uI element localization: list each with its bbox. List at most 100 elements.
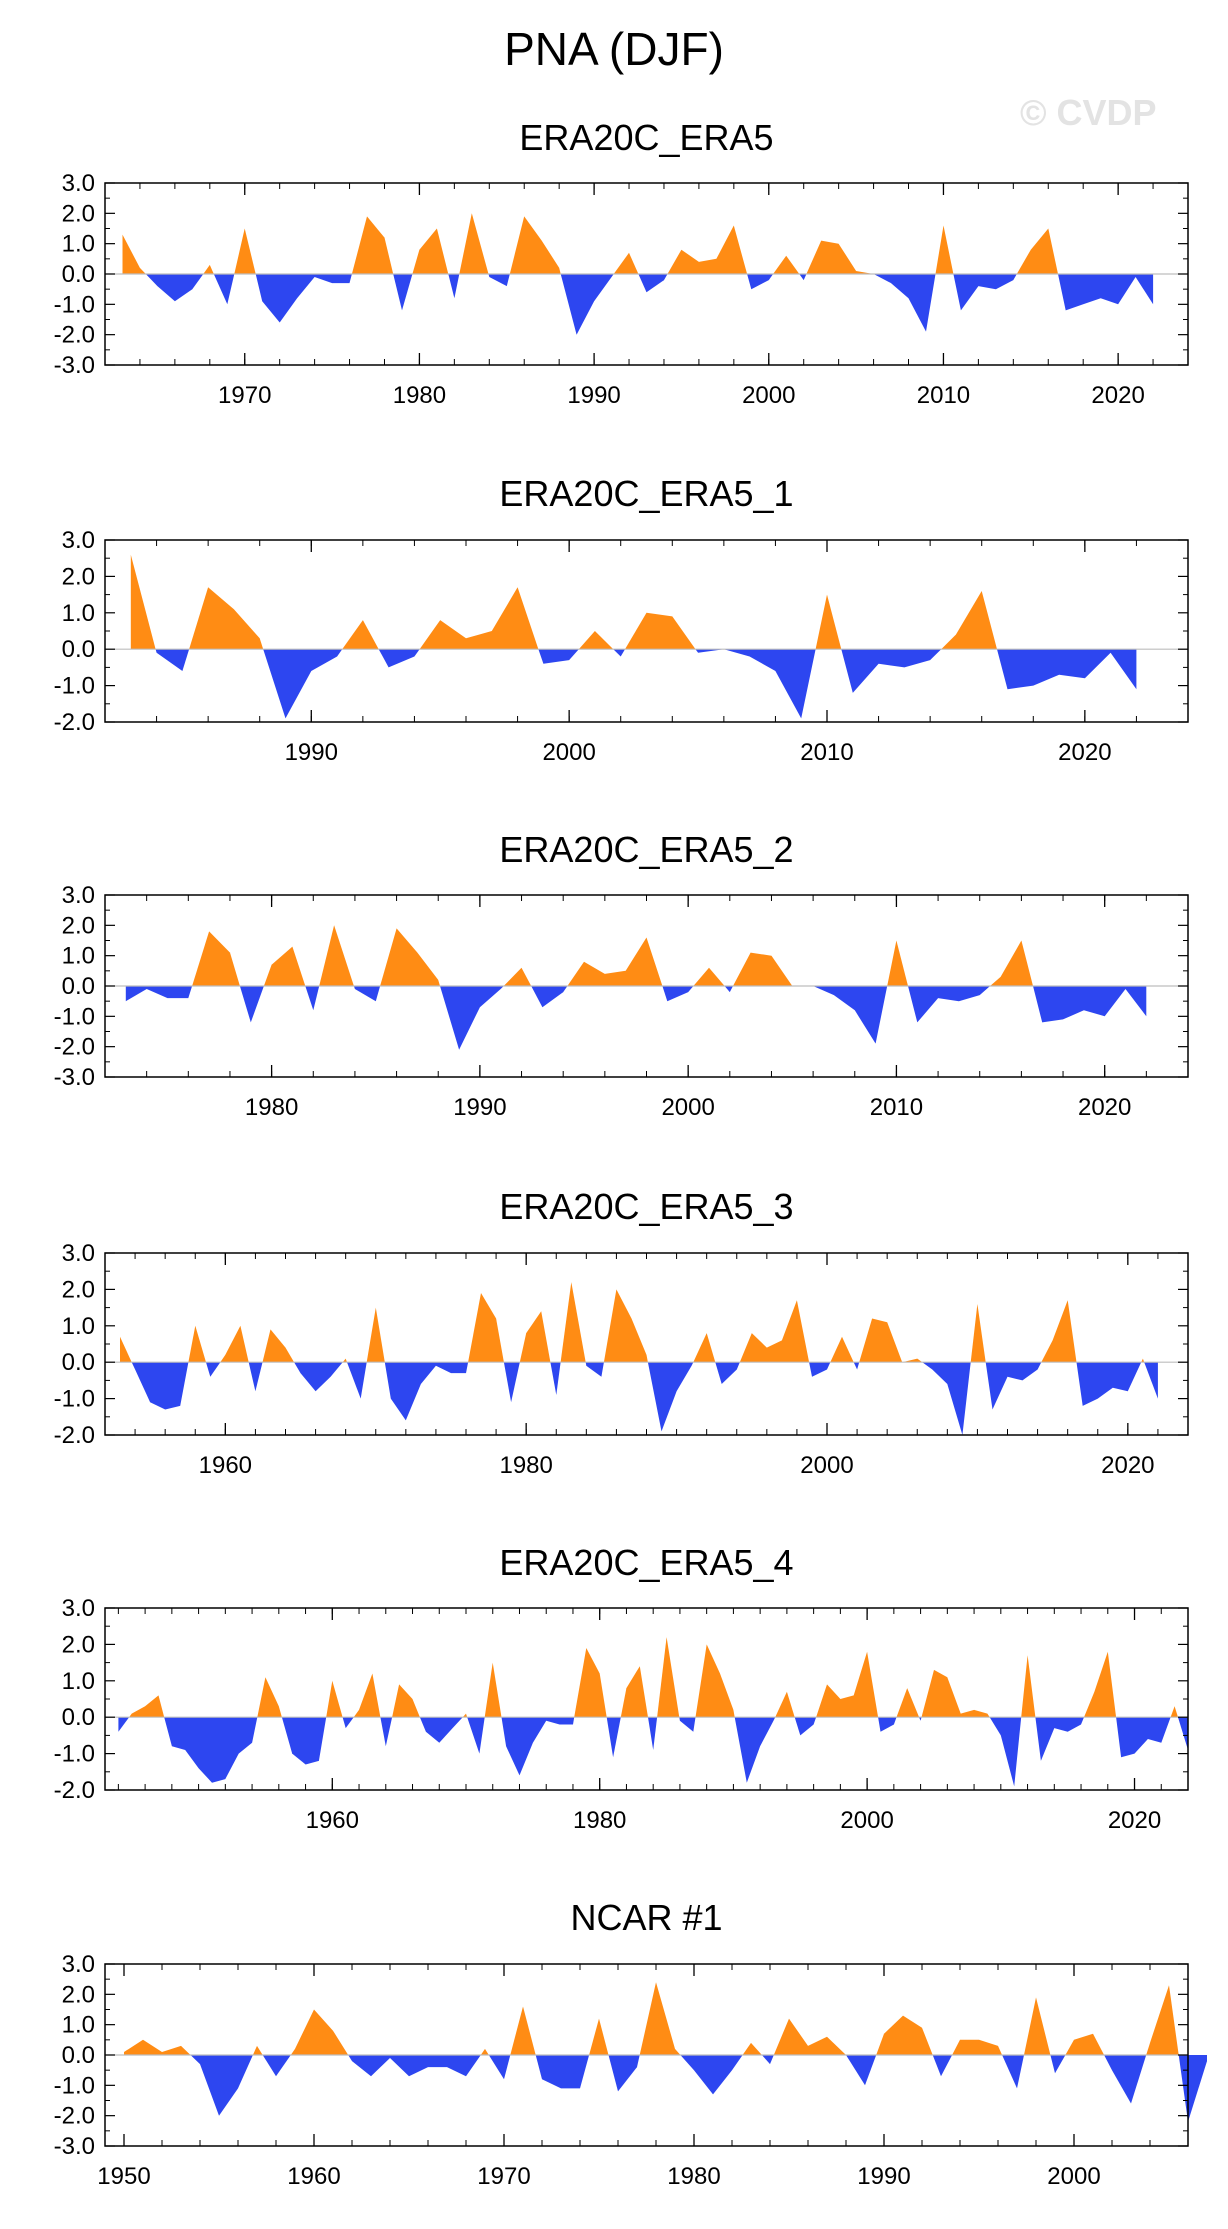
- negative-area: [393, 274, 413, 311]
- x-tick-label: 1980: [245, 1094, 298, 1121]
- negative-area: [1178, 1717, 1188, 1750]
- negative-area: [294, 1362, 343, 1392]
- y-tick-label: 1.0: [62, 231, 95, 258]
- negative-area: [853, 1362, 860, 1370]
- positive-area: [667, 225, 748, 274]
- x-tick-label: 1980: [573, 1807, 626, 1834]
- x-tick-label: 2000: [840, 1807, 893, 1834]
- positive-area: [1065, 2033, 1105, 2055]
- negative-area: [647, 1362, 694, 1432]
- negative-area: [560, 274, 614, 335]
- positive-area: [970, 1304, 986, 1363]
- negative-area: [1033, 986, 1147, 1023]
- y-tick-label: 3.0: [62, 1595, 95, 1622]
- chart-panel-4: ERA20C_ERA5_3 3.0 2.0 1.0 0.0 -1.0 -2.0 1960 198…: [54, 1186, 1189, 1479]
- negative-area: [164, 1717, 258, 1783]
- negative-area: [213, 274, 235, 305]
- negative-area: [648, 1717, 658, 1750]
- negative-area: [680, 2055, 743, 2095]
- positive-area: [392, 1684, 420, 1718]
- negative-area: [585, 1362, 604, 1377]
- x-tick-label: 2000: [742, 382, 795, 409]
- negative-area: [922, 1362, 971, 1435]
- negative-area: [841, 649, 942, 693]
- negative-area: [723, 649, 816, 719]
- positive-area: [693, 1333, 716, 1363]
- positive-area: [773, 2018, 846, 2055]
- y-tick-label: 3.0: [62, 1240, 95, 1267]
- y-tick-label: 0.0: [62, 973, 95, 1000]
- positive-area: [773, 255, 800, 274]
- y-tick-label: 0.0: [62, 1349, 95, 1376]
- y-tick-label: 2.0: [62, 1981, 95, 2008]
- panel-title: ERA20C_ERA5_4: [499, 1542, 793, 1583]
- y-tick-label: 1.0: [62, 2012, 95, 2039]
- positive-area: [876, 2015, 933, 2055]
- x-tick-label: 2020: [1101, 1452, 1154, 1479]
- positive-area: [733, 952, 814, 986]
- negative-area: [190, 2055, 253, 2116]
- positive-area: [503, 967, 532, 986]
- positive-area: [567, 937, 663, 986]
- positive-area: [220, 1325, 249, 1363]
- positive-area: [1041, 1300, 1077, 1363]
- negative-area: [419, 1717, 463, 1743]
- positive-area: [510, 2006, 536, 2055]
- negative-area: [873, 274, 936, 332]
- positive-area: [693, 967, 725, 986]
- y-tick-label: 0.0: [62, 261, 95, 288]
- negative-area: [953, 274, 1017, 311]
- y-tick-label: -2.0: [54, 2103, 95, 2130]
- x-tick-label: 2010: [870, 1094, 923, 1121]
- negative-area: [118, 1717, 130, 1732]
- y-tick-label: 1.0: [62, 600, 95, 627]
- positive-area: [739, 1300, 810, 1363]
- negative-area: [255, 274, 352, 323]
- negative-area: [932, 2055, 953, 2077]
- negative-area: [378, 649, 420, 668]
- panel-title: ERA20C_ERA5_3: [499, 1186, 793, 1227]
- positive-area: [509, 216, 561, 274]
- negative-area: [638, 274, 668, 293]
- panel-title: ERA20C_ERA5_1: [499, 473, 793, 514]
- negative-area: [467, 1717, 485, 1754]
- y-tick-label: -2.0: [54, 1777, 95, 1804]
- x-tick-label: 2000: [800, 1452, 853, 1479]
- negative-area: [263, 649, 343, 719]
- negative-area: [305, 986, 320, 1011]
- positive-area: [188, 1325, 206, 1363]
- chart-panel-2: ERA20C_ERA5_1 3.0 2.0 1.0 0.0 -1.0 -2.0 1990 200…: [54, 473, 1189, 766]
- negative-area: [878, 1717, 897, 1732]
- y-tick-label: 2.0: [62, 1276, 95, 1303]
- negative-area: [501, 1717, 575, 1776]
- x-tick-label: 1980: [499, 1452, 552, 1479]
- positive-area: [816, 1651, 879, 1718]
- y-tick-label: -1.0: [54, 1386, 95, 1413]
- cvdp-watermark: © CVDP: [1020, 92, 1157, 133]
- positive-area: [130, 554, 156, 650]
- positive-area: [351, 216, 394, 274]
- negative-area: [125, 986, 193, 1002]
- negative-area: [1050, 2055, 1066, 2074]
- positive-area: [990, 940, 1033, 986]
- positive-area: [480, 2048, 489, 2055]
- negative-area: [747, 274, 774, 290]
- negative-area: [809, 1362, 831, 1377]
- y-tick-label: -3.0: [54, 352, 95, 379]
- y-tick-label: -2.0: [54, 709, 95, 736]
- negative-area: [538, 649, 579, 664]
- negative-area: [440, 986, 504, 1050]
- positive-area: [462, 1713, 468, 1718]
- positive-area: [657, 1637, 680, 1718]
- negative-area: [799, 274, 807, 281]
- x-tick-label: 2020: [1108, 1807, 1161, 1834]
- x-tick-label: 1990: [453, 1094, 506, 1121]
- negative-area: [155, 649, 190, 671]
- positive-area: [560, 1282, 586, 1363]
- positive-area: [806, 240, 874, 274]
- x-tick-label: 2020: [1058, 739, 1111, 766]
- negative-area: [606, 1717, 621, 1758]
- positive-area: [921, 1669, 990, 1718]
- x-tick-label: 1950: [97, 2163, 150, 2190]
